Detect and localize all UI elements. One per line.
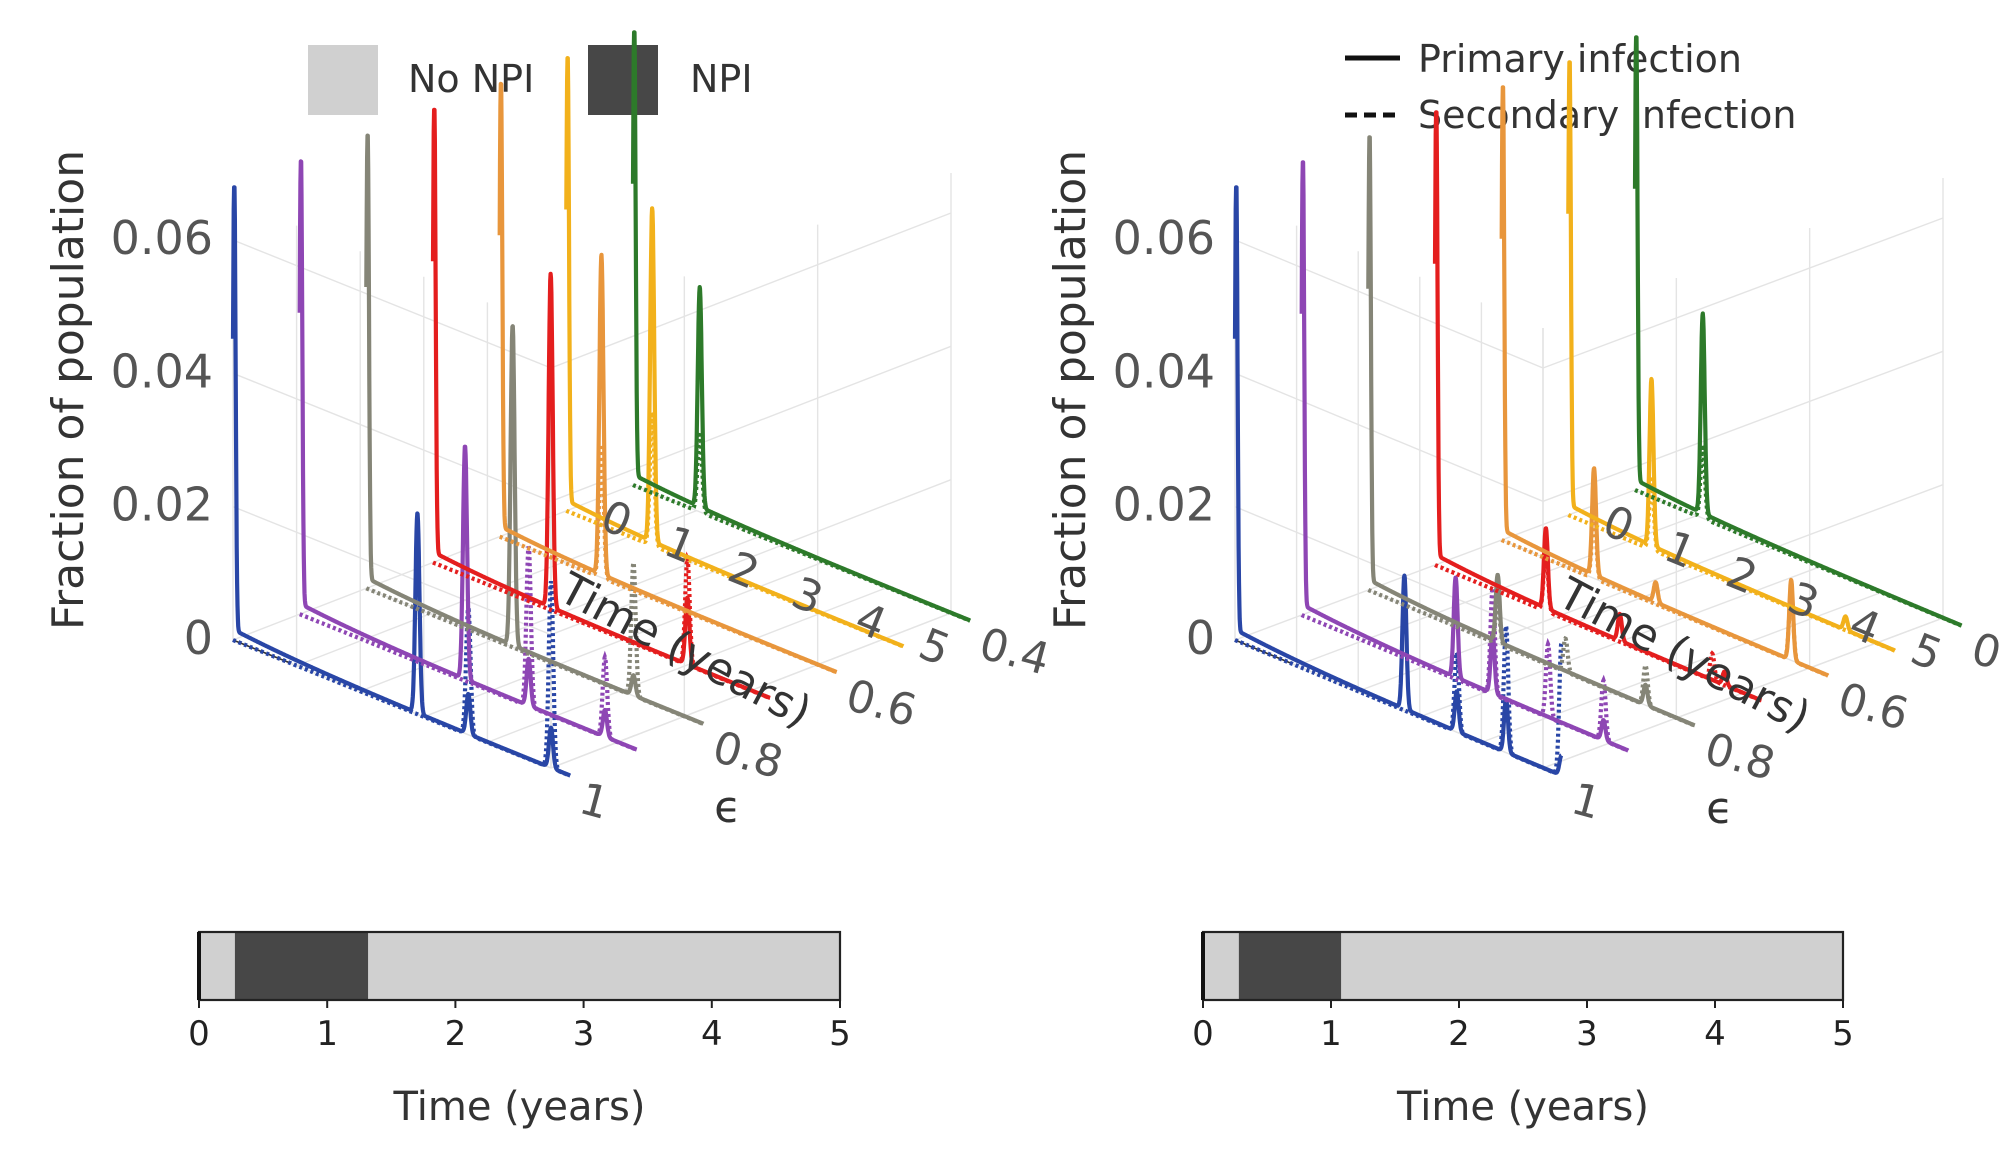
timeline-axis-label: Time (years) <box>393 1084 646 1130</box>
line-style-legend: Primary infection Secondary infection <box>1345 37 1796 137</box>
secondary-curve-eps-0.9 <box>299 545 638 752</box>
timeline-tick-label: 5 <box>1832 1014 1854 1054</box>
y-tick-label: 0 <box>1186 611 1215 665</box>
primary-curve-eps-0.4 <box>1632 35 1964 628</box>
primary-curve-eps-0.9 <box>297 159 639 752</box>
x-tick-label: 4 <box>1842 598 1887 656</box>
y-axis-label: Fraction of population <box>43 150 94 630</box>
grid-line <box>550 345 952 502</box>
z-tick-label: 0.4 <box>974 618 1055 685</box>
grid-line <box>1542 217 1944 369</box>
x-tick-label: 3 <box>785 567 830 625</box>
y-tick-label: 0.06 <box>111 211 213 265</box>
primary-curve-eps-0.4 <box>630 30 972 623</box>
x-tick-label: 4 <box>848 593 893 651</box>
x-tick-label: 3 <box>1781 572 1826 630</box>
timeline-tick-label: 0 <box>188 1014 210 1054</box>
timeline-tick-label: 2 <box>445 1014 467 1054</box>
timeline-segment-no-npi <box>368 932 840 1000</box>
y-tick-label: 0.02 <box>111 478 213 532</box>
grid-line <box>550 479 952 636</box>
grid-line <box>232 239 552 369</box>
grid-line <box>1234 372 1544 502</box>
z-tick-label: 0.4 <box>1966 623 2000 690</box>
secondary-curve-eps-0.5 <box>565 411 905 649</box>
z-axis-label: ϵ <box>714 782 741 833</box>
no-npi-swatch <box>308 45 378 115</box>
secondary-curve-eps-0.8 <box>365 561 705 727</box>
no-npi-label: No NPI <box>408 57 534 101</box>
z-tick-label: 1 <box>574 773 614 830</box>
secondary-label: Secondary infection <box>1418 93 1796 137</box>
y-tick-label: 0.04 <box>111 344 213 398</box>
primary-curve-eps-1 <box>230 185 572 778</box>
timeline-tick-label: 2 <box>1448 1014 1470 1054</box>
timeline-segment-no-npi <box>1203 932 1239 1000</box>
secondary-curve-eps-0.4 <box>632 425 972 623</box>
timeline-tick-label: 0 <box>1192 1014 1214 1054</box>
secondary-curve-eps-0.6 <box>1500 508 1830 678</box>
timeline-axis-label: Time (years) <box>1396 1084 1649 1130</box>
timeline-tick-label: 5 <box>829 1014 851 1054</box>
secondary-curve-eps-0.6 <box>499 437 838 675</box>
primary-curve-eps-0.9 <box>1299 160 1630 753</box>
x-tick-label: 0 <box>594 491 639 549</box>
primary-label: Primary infection <box>1418 37 1742 81</box>
timeline-segment-no-npi <box>1341 932 1843 1000</box>
primary-curve-eps-1 <box>1232 185 1564 775</box>
z-tick-label: 0.8 <box>1699 723 1780 790</box>
grid-line <box>232 506 552 636</box>
timeline-tick-label: 4 <box>701 1014 723 1054</box>
x-tick-label: 5 <box>1904 624 1949 682</box>
timeline-tick-label: 3 <box>1576 1014 1598 1054</box>
timeline-tick-label: 4 <box>1704 1014 1726 1054</box>
grid-line <box>1234 239 1544 369</box>
right-npi-timeline: 0 1 2 3 4 5 Time (years) <box>1192 930 1854 1130</box>
secondary-curve-eps-1 <box>1234 625 1564 775</box>
x-tick-label: 1 <box>1657 521 1702 579</box>
z-tick-label: 0.6 <box>841 670 922 737</box>
x-tick-label: 1 <box>657 516 702 574</box>
npi-label: NPI <box>690 57 753 101</box>
primary-curve-eps-0.8 <box>1366 135 1697 728</box>
grid-line <box>550 212 952 369</box>
x-tick-label: 2 <box>1719 547 1764 605</box>
grid-line <box>1542 350 1944 502</box>
z-tick-label: 0.6 <box>1833 673 1914 740</box>
y-tick-label: 0 <box>184 611 213 665</box>
secondary-curve-eps-0.7 <box>1434 548 1763 703</box>
npi-legend: No NPI NPI <box>308 45 753 115</box>
timeline-segment-npi <box>1238 932 1342 1000</box>
secondary-curve-eps-1 <box>232 580 572 778</box>
timeline-tick-label: 1 <box>316 1014 338 1054</box>
timeline-segment-npi <box>234 932 369 1000</box>
grid-line <box>1542 484 1944 636</box>
left-npi-timeline: 0 1 2 3 4 5 Time (years) <box>188 930 851 1130</box>
y-tick-label: 0.02 <box>1113 478 1215 532</box>
x-tick-label: 0 <box>1596 496 1641 554</box>
y-tick-label: 0.04 <box>1113 344 1215 398</box>
timeline-tick-label: 1 <box>1320 1014 1342 1054</box>
timeline-segment-no-npi <box>199 932 235 1000</box>
timeline-tick-label: 3 <box>573 1014 595 1054</box>
z-axis-label: ϵ <box>1706 783 1733 834</box>
grid-line <box>232 372 552 502</box>
z-tick-label: 0.8 <box>707 722 788 789</box>
secondary-curve-eps-0.7 <box>432 551 772 701</box>
y-axis-label: Fraction of population <box>1045 150 1096 630</box>
x-tick-label: 5 <box>912 619 957 677</box>
npi-swatch <box>588 45 658 115</box>
z-tick-label: 1 <box>1566 773 1606 830</box>
y-tick-label: 0.06 <box>1113 211 1215 265</box>
x-tick-label: 2 <box>721 542 766 600</box>
